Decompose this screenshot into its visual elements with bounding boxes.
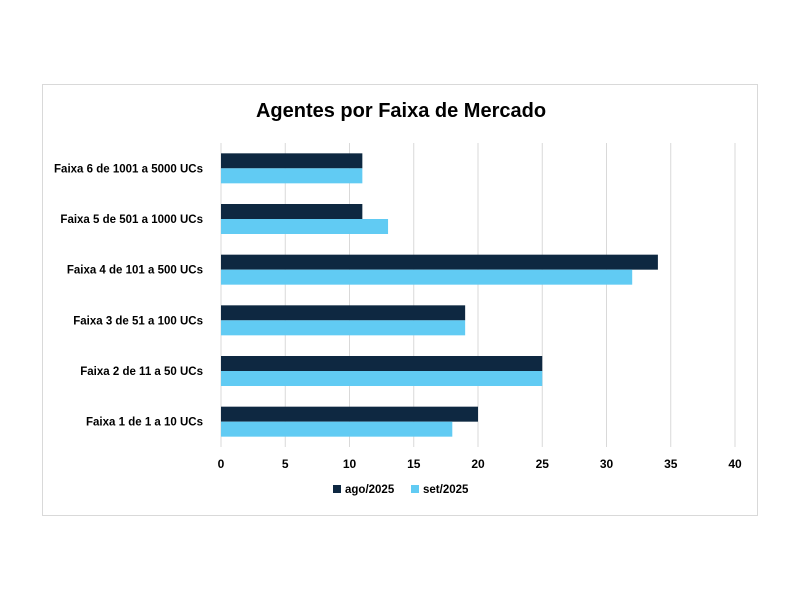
bar-ago-cat-1 (221, 204, 363, 219)
category-label-3: Faixa 3 de 51 a 100 UCs (73, 315, 203, 327)
bar-set-cat-5 (221, 421, 453, 437)
category-label-1: Faixa 5 de 501 a 1000 UCs (60, 214, 203, 226)
bar-set-cat-3 (221, 320, 466, 336)
legend-swatch-ago (333, 485, 341, 493)
bar-ago-cat-4 (221, 356, 543, 371)
x-tick-labels: 0 5 10 15 20 25 30 35 40 (218, 457, 742, 471)
chart-frame: Agentes por Faixa de Mercado Faixa 6 de … (42, 84, 758, 516)
category-label-5: Faixa 1 de 1 a 10 UCs (86, 417, 203, 429)
x-tick-label-8: 40 (728, 457, 742, 471)
x-tick-label-7: 35 (664, 457, 678, 471)
x-tick-label-5: 25 (536, 457, 550, 471)
chart-title: Agentes por Faixa de Mercado (256, 100, 546, 122)
bar-set-cat-2 (221, 269, 633, 285)
x-tick-label-0: 0 (218, 457, 225, 471)
bar-ago-cat-5 (221, 406, 478, 422)
category-labels: Faixa 6 de 1001 a 5000 UCs Faixa 5 de 501… (54, 163, 203, 428)
x-tick-label-1: 5 (282, 457, 289, 471)
legend-label-ago: ago/2025 (345, 484, 395, 496)
x-tick-label-4: 20 (471, 457, 485, 471)
bar-set-cat-4 (221, 371, 543, 386)
bar-ago-cat-0 (221, 153, 363, 169)
x-tick-label-6: 30 (600, 457, 614, 471)
category-label-0: Faixa 6 de 1001 a 5000 UCs (54, 163, 203, 175)
category-label-2: Faixa 4 de 101 a 500 UCs (67, 265, 203, 277)
bars-layer (221, 153, 658, 437)
category-label-4: Faixa 2 de 11 a 50 UCs (80, 366, 203, 378)
legend-swatch-set (411, 485, 419, 493)
x-tick-label-3: 15 (407, 457, 421, 471)
x-tick-label-2: 10 (343, 457, 357, 471)
grid-layer (220, 143, 736, 447)
bar-set-cat-0 (221, 168, 363, 184)
legend-label-set: set/2025 (423, 484, 469, 496)
legend: ago/2025 set/2025 (333, 484, 469, 496)
bar-chart: Agentes por Faixa de Mercado Faixa 6 de … (54, 100, 742, 496)
bar-ago-cat-3 (221, 305, 466, 321)
bar-ago-cat-2 (221, 254, 658, 270)
bar-set-cat-1 (221, 219, 389, 234)
